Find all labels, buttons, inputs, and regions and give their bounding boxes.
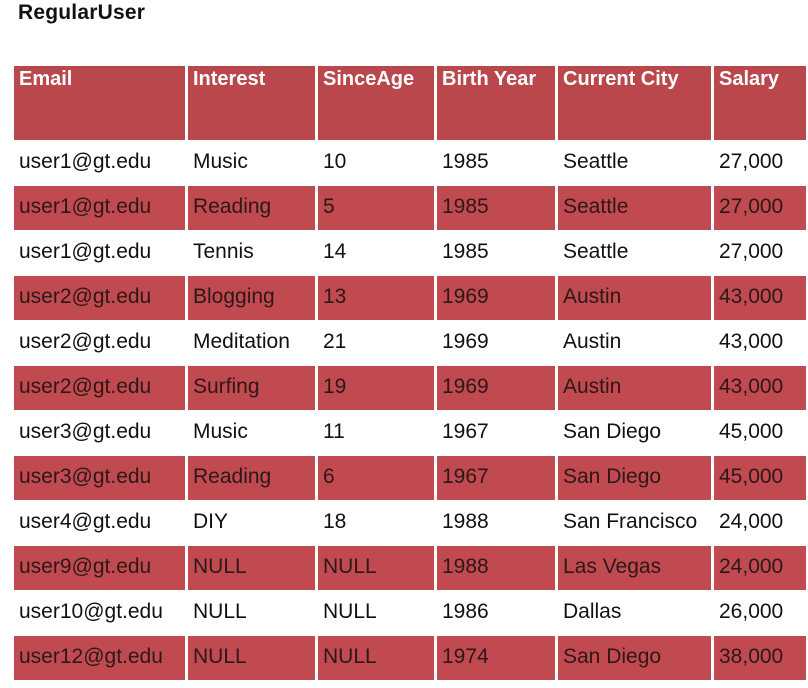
birth-year-cell: 1974 — [437, 636, 555, 680]
since-age-cell: 6 — [318, 456, 434, 500]
salary-cell: 43,000 — [719, 330, 784, 353]
salary-cell: 27,000 — [719, 240, 784, 263]
email-cell: user12@gt.edu — [14, 636, 185, 680]
birth-year-cell: 1967 — [442, 420, 489, 443]
email-cell: user2@gt.edu — [19, 330, 152, 353]
table-row: user2@gt.edu Meditation 21 1969 Austin 43,000 — [14, 320, 806, 366]
column-header-since-age: SinceAge — [318, 66, 434, 140]
current-city-cell: Austin — [558, 276, 711, 320]
current-city-cell: Seattle — [563, 240, 629, 263]
current-city-cell: San Diego — [558, 456, 711, 500]
current-city-cell: Austin — [563, 330, 622, 353]
since-age-cell: 13 — [318, 276, 434, 320]
interest-cell: Reading — [188, 456, 315, 500]
table-row: user3@gt.edu Music 11 1967 San Diego 45,000 — [14, 410, 806, 456]
table-row: user10@gt.edu NULL NULL 1986 Dallas 26,000 — [14, 590, 806, 636]
salary-cell: 43,000 — [714, 276, 806, 320]
since-age-cell: 19 — [318, 366, 434, 410]
interest-cell: NULL — [193, 600, 247, 623]
table-row: user1@gt.edu Reading 5 1985 Seattle 27,000 — [14, 186, 806, 230]
email-cell: user2@gt.edu — [14, 366, 185, 410]
email-cell: user3@gt.edu — [19, 420, 152, 443]
table-header-row: Email Interest SinceAge Birth Year Curre… — [14, 66, 806, 140]
birth-year-cell: 1967 — [437, 456, 555, 500]
salary-cell: 24,000 — [714, 546, 806, 590]
email-cell: user4@gt.edu — [19, 510, 152, 533]
email-cell: user1@gt.edu — [14, 186, 185, 230]
since-age-cell: 14 — [323, 240, 347, 263]
current-city-cell: San Diego — [558, 636, 711, 680]
interest-cell: DIY — [193, 510, 229, 533]
current-city-cell: Seattle — [563, 150, 629, 173]
birth-year-cell: 1988 — [442, 510, 489, 533]
since-age-cell: NULL — [318, 546, 434, 590]
table-row: user12@gt.edu NULL NULL 1974 San Diego 38,000 — [14, 636, 806, 680]
birth-year-cell: 1985 — [437, 186, 555, 230]
interest-cell: Surfing — [188, 366, 315, 410]
salary-cell: 45,000 — [719, 420, 784, 443]
since-age-cell: 21 — [323, 330, 347, 353]
table-row: user1@gt.edu Tennis 14 1985 Seattle 27,000 — [14, 230, 806, 276]
email-cell: user3@gt.edu — [14, 456, 185, 500]
interest-cell: Music — [193, 420, 248, 443]
salary-cell: 26,000 — [719, 600, 784, 623]
table-row: user2@gt.edu Blogging 13 1969 Austin 43,000 — [14, 276, 806, 320]
birth-year-cell: 1969 — [437, 276, 555, 320]
salary-cell: 27,000 — [714, 186, 806, 230]
current-city-cell: Dallas — [563, 600, 622, 623]
interest-cell: Meditation — [193, 330, 290, 353]
table-row: user1@gt.edu Music 10 1985 Seattle 27,000 — [14, 140, 806, 186]
since-age-cell: 18 — [323, 510, 347, 533]
interest-cell: NULL — [188, 546, 315, 590]
birth-year-cell: 1969 — [437, 366, 555, 410]
since-age-cell: NULL — [318, 636, 434, 680]
birth-year-cell: 1985 — [442, 150, 489, 173]
column-header-email: Email — [14, 66, 185, 140]
interest-cell: NULL — [188, 636, 315, 680]
birth-year-cell: 1969 — [442, 330, 489, 353]
salary-cell: 24,000 — [719, 510, 784, 533]
interest-cell: Music — [193, 150, 248, 173]
email-cell: user9@gt.edu — [14, 546, 185, 590]
birth-year-cell: 1986 — [442, 600, 489, 623]
table-row: user9@gt.edu NULL NULL 1988 Las Vegas 24,000 — [14, 546, 806, 590]
current-city-cell: San Diego — [563, 420, 662, 443]
salary-cell: 27,000 — [719, 150, 784, 173]
column-header-salary: Salary — [714, 66, 806, 140]
birth-year-cell: 1985 — [442, 240, 489, 263]
current-city-cell: Austin — [558, 366, 711, 410]
current-city-cell: Las Vegas — [558, 546, 711, 590]
current-city-cell: San Francisco — [563, 510, 698, 533]
interest-cell: Blogging — [188, 276, 315, 320]
since-age-cell: 5 — [318, 186, 434, 230]
column-header-birth-year: Birth Year — [437, 66, 555, 140]
since-age-cell: NULL — [323, 600, 377, 623]
interest-cell: Reading — [188, 186, 315, 230]
salary-cell: 45,000 — [714, 456, 806, 500]
email-cell: user2@gt.edu — [14, 276, 185, 320]
column-header-interest: Interest — [188, 66, 315, 140]
salary-cell: 38,000 — [714, 636, 806, 680]
birth-year-cell: 1988 — [437, 546, 555, 590]
current-city-cell: Seattle — [558, 186, 711, 230]
email-cell: user10@gt.edu — [19, 600, 163, 623]
table-row: user3@gt.edu Reading 6 1967 San Diego 45,000 — [14, 456, 806, 500]
table-row: user4@gt.edu DIY 18 1988 San Francisco 24,000 — [14, 500, 806, 546]
regular-user-table: Email Interest SinceAge Birth Year Curre… — [14, 66, 806, 680]
column-header-current-city: Current City — [558, 66, 711, 140]
interest-cell: Tennis — [193, 240, 254, 263]
table-title: RegularUser — [18, 1, 146, 24]
since-age-cell: 11 — [323, 420, 345, 443]
email-cell: user1@gt.edu — [19, 240, 152, 263]
table-row: user2@gt.edu Surfing 19 1969 Austin 43,000 — [14, 366, 806, 410]
salary-cell: 43,000 — [714, 366, 806, 410]
email-cell: user1@gt.edu — [19, 150, 152, 173]
since-age-cell: 10 — [323, 150, 347, 173]
